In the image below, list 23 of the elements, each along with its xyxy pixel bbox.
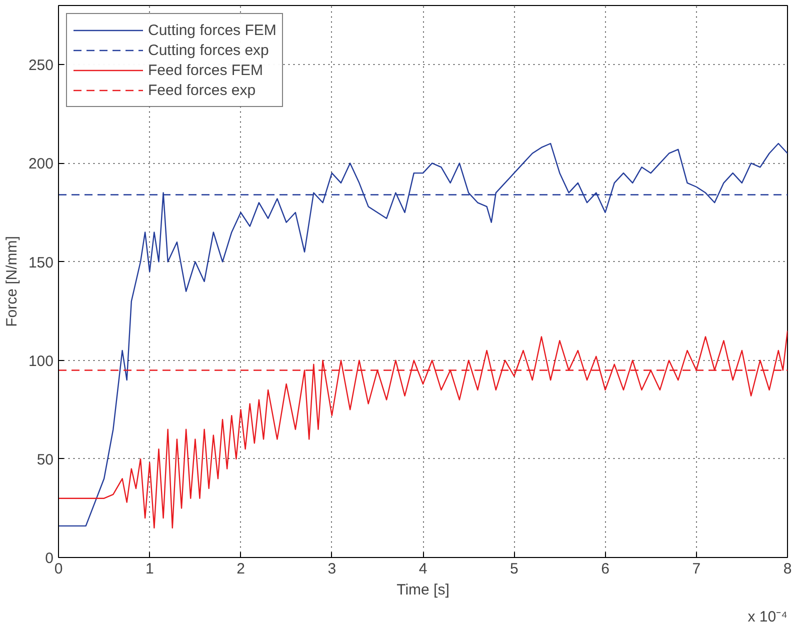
y-tick-label: 50 [36,451,54,468]
x-tick-label: 6 [601,560,610,578]
text: x 10⁻⁴ [748,608,788,626]
x-tick-label: 3 [328,560,336,578]
x-axis-title: Time [s] [396,582,450,598]
y-tick-label: 100 [28,352,54,370]
x-tick-label: 8 [783,560,792,578]
x-tick-label: 5 [510,560,518,578]
legend-label: Feed forces exp [148,82,256,98]
x-tick-label: 2 [236,560,245,578]
x-tick-label: 4 [418,560,428,578]
y-axis-title: Force [N/mm] [3,236,20,327]
legend-label: Feed forces FEM [148,62,264,78]
y-tick-label: 200 [28,156,54,173]
x-tick-label: 7 [692,560,701,578]
legend-label: Cutting forces exp [148,42,269,58]
legend-label: Cutting forces FEM [148,22,276,38]
y-tick-label: 250 [28,57,54,74]
x-tick-label: 1 [145,560,154,578]
y-tick-label: 0 [45,550,54,567]
line-series [58,142,788,527]
y-tick-label: 150 [28,254,54,272]
line-series [58,330,788,529]
